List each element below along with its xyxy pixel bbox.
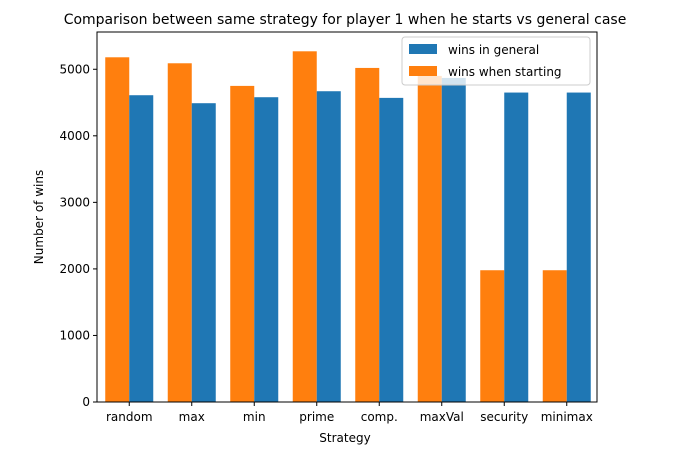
y-tick-label: 5000	[59, 62, 90, 76]
bar-general-max	[191, 103, 216, 403]
y-axis: 0 1000 2000 3000 4000 5000	[59, 62, 97, 409]
plot-frame	[96, 31, 598, 403]
legend-label-starting: wins when starting	[448, 65, 562, 79]
y-tick-label: 0	[82, 395, 90, 409]
y-tick-label: 3000	[59, 195, 90, 209]
y-tick-label: 2000	[59, 262, 90, 276]
x-tick-label: security	[480, 410, 528, 424]
bar-general-minimax	[566, 92, 591, 402]
bars	[105, 51, 591, 403]
y-tick-label: 1000	[59, 328, 90, 342]
bar-general-prime	[316, 91, 341, 402]
x-axis: random max min prime comp. maxVal security mini…	[106, 402, 593, 424]
bar-starting-min	[230, 85, 255, 402]
x-tick-label: minimax	[541, 410, 593, 424]
bar-starting-maxVal	[417, 75, 442, 402]
bar-starting-max	[167, 63, 192, 402]
y-axis-label: Number of wins	[32, 170, 46, 264]
legend-frame	[401, 36, 591, 86]
x-tick-label: maxVal	[420, 410, 464, 424]
x-tick-label: random	[106, 410, 153, 424]
y-tick-label: 4000	[59, 129, 90, 143]
bar-general-random	[129, 95, 154, 402]
legend-swatch-starting	[409, 66, 437, 76]
bar-general-min	[254, 97, 279, 403]
bar-general-maxVal	[441, 77, 466, 402]
legend-swatch-general	[409, 44, 437, 54]
bar-starting-minimax	[542, 270, 567, 402]
bar-general-comp	[379, 97, 404, 403]
bar-starting-comp	[355, 67, 380, 403]
chart-title: Comparison between same strategy for pla…	[64, 12, 627, 28]
x-tick-label: max	[179, 410, 205, 424]
legend: wins in general wins when starting	[401, 36, 591, 86]
bar-starting-random	[105, 57, 130, 402]
x-tick-label: min	[243, 410, 266, 424]
x-tick-label: comp.	[361, 410, 398, 424]
x-tick-label: prime	[299, 410, 334, 424]
bar-starting-prime	[292, 51, 317, 403]
bar-general-security	[504, 92, 529, 402]
legend-label-general: wins in general	[448, 43, 539, 57]
bar-starting-security	[480, 270, 505, 402]
x-axis-label: Strategy	[319, 431, 370, 445]
